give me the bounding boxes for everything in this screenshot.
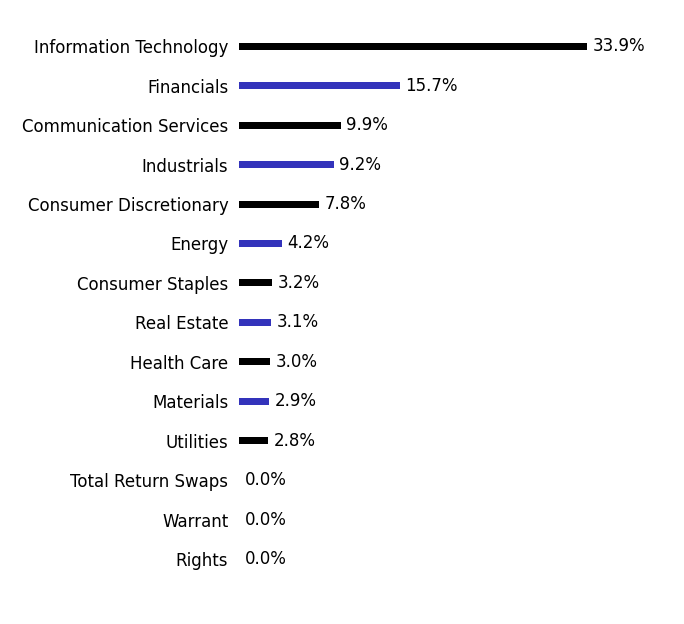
Bar: [239, 397, 269, 405]
Text: 3.1%: 3.1%: [276, 313, 319, 331]
Text: 3.2%: 3.2%: [277, 274, 319, 292]
Text: 9.9%: 9.9%: [346, 116, 388, 134]
Bar: [239, 358, 270, 365]
Text: 9.2%: 9.2%: [339, 155, 381, 173]
Bar: [239, 161, 334, 168]
Text: 0.0%: 0.0%: [244, 510, 287, 529]
Text: 0.0%: 0.0%: [244, 471, 287, 489]
Text: 0.0%: 0.0%: [244, 550, 287, 568]
Bar: [239, 200, 319, 208]
Text: 15.7%: 15.7%: [406, 77, 458, 95]
Bar: [239, 280, 272, 286]
Bar: [239, 240, 282, 247]
Text: 4.2%: 4.2%: [287, 235, 330, 253]
Text: 2.9%: 2.9%: [274, 392, 316, 410]
Text: 2.8%: 2.8%: [273, 432, 315, 450]
Bar: [239, 43, 587, 50]
Text: 3.0%: 3.0%: [275, 353, 317, 371]
Text: 7.8%: 7.8%: [324, 195, 367, 213]
Bar: [239, 82, 400, 89]
Text: 33.9%: 33.9%: [592, 37, 645, 56]
Bar: [239, 122, 341, 129]
Bar: [239, 437, 268, 444]
Bar: [239, 319, 271, 326]
